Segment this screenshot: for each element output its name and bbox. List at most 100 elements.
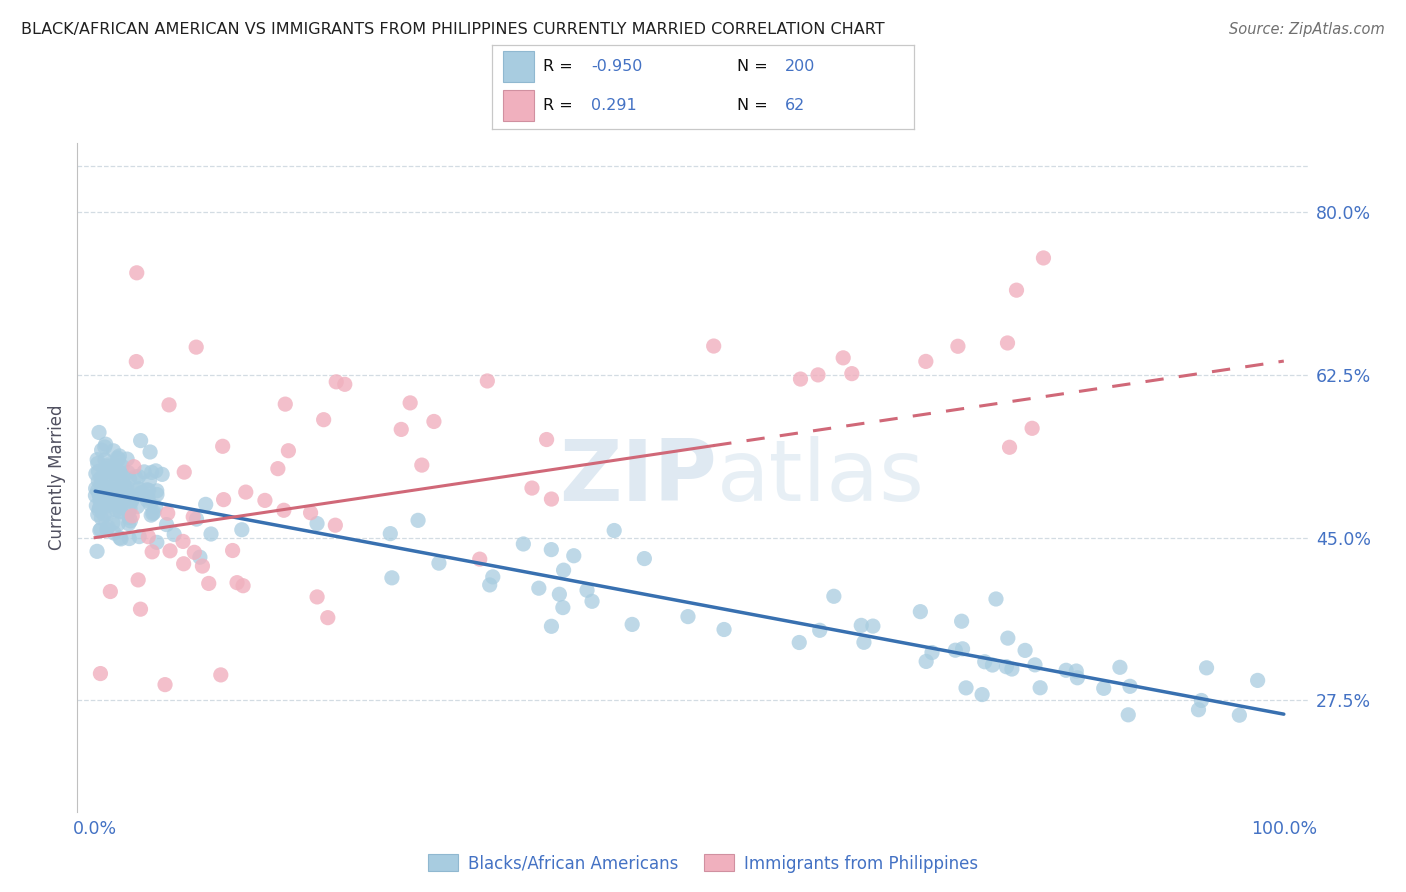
Point	[138, 483, 160, 498]
FancyBboxPatch shape	[503, 52, 534, 82]
Point	[477, 374, 499, 388]
Point	[1227, 708, 1250, 723]
Point	[576, 583, 599, 598]
Point	[973, 655, 995, 669]
Point	[89, 500, 111, 515]
Point	[96, 508, 118, 522]
Point	[305, 516, 328, 531]
Point	[1246, 673, 1268, 688]
Point	[90, 471, 112, 485]
Point	[103, 526, 125, 541]
Text: N =: N =	[737, 59, 773, 74]
Point	[104, 458, 127, 473]
Point	[807, 368, 830, 382]
Point	[96, 496, 118, 510]
Point	[124, 470, 146, 484]
Point	[478, 578, 501, 592]
Point	[90, 491, 112, 505]
Point	[943, 643, 966, 657]
Point	[104, 484, 127, 499]
Point	[118, 511, 141, 525]
Point	[1024, 657, 1046, 672]
Point	[955, 681, 977, 695]
Text: Source: ZipAtlas.com: Source: ZipAtlas.com	[1229, 22, 1385, 37]
Point	[87, 483, 110, 498]
Point	[142, 507, 165, 521]
Point	[562, 549, 585, 563]
Point	[89, 489, 111, 503]
Point	[122, 459, 145, 474]
Point	[107, 488, 129, 502]
Point	[108, 482, 131, 496]
Point	[548, 587, 571, 601]
Point	[108, 495, 131, 509]
Point	[134, 465, 156, 479]
Point	[118, 516, 141, 531]
Point	[1109, 660, 1132, 674]
Text: -0.950: -0.950	[591, 59, 643, 74]
Point	[121, 494, 143, 508]
Point	[108, 466, 131, 480]
Point	[921, 646, 943, 660]
Point	[125, 354, 148, 368]
Point	[1119, 679, 1142, 693]
Text: BLACK/AFRICAN AMERICAN VS IMMIGRANTS FROM PHILIPPINES CURRENTLY MARRIED CORRELAT: BLACK/AFRICAN AMERICAN VS IMMIGRANTS FRO…	[21, 22, 884, 37]
Point	[121, 508, 143, 523]
Point	[1005, 283, 1028, 297]
Point	[481, 570, 503, 584]
Point	[98, 584, 121, 599]
Point	[981, 658, 1004, 673]
Point	[104, 495, 127, 509]
Point	[399, 396, 422, 410]
Point	[146, 487, 169, 501]
Point	[468, 552, 491, 566]
Point	[105, 491, 128, 505]
Point	[1064, 664, 1087, 678]
Point	[105, 464, 128, 478]
Point	[117, 505, 139, 519]
Point	[381, 571, 404, 585]
Point	[96, 486, 118, 500]
Point	[129, 486, 152, 500]
Point	[150, 467, 173, 482]
Point	[411, 458, 433, 472]
Point	[90, 443, 112, 458]
Point	[108, 499, 131, 513]
Point	[111, 475, 134, 489]
Point	[952, 641, 974, 656]
Point	[183, 545, 205, 559]
Point	[186, 340, 208, 354]
Point	[96, 499, 118, 513]
Point	[118, 472, 141, 486]
Point	[111, 459, 134, 474]
Point	[316, 610, 339, 624]
Point	[141, 466, 163, 480]
Point	[87, 503, 110, 517]
Point	[128, 469, 150, 483]
Point	[114, 481, 136, 495]
Point	[97, 459, 120, 474]
Point	[512, 537, 534, 551]
Point	[87, 487, 110, 501]
Point	[703, 339, 725, 353]
Point	[1014, 643, 1036, 657]
Point	[117, 466, 139, 480]
Point	[156, 506, 179, 520]
Point	[209, 668, 232, 682]
Point	[129, 434, 152, 448]
Point	[1032, 251, 1054, 265]
Point	[93, 478, 115, 492]
Point	[89, 524, 111, 538]
Point	[789, 372, 811, 386]
Point	[380, 526, 402, 541]
Point	[90, 486, 112, 500]
Point	[540, 619, 562, 633]
Point	[136, 491, 159, 506]
Point	[96, 522, 118, 536]
Point	[103, 483, 125, 498]
Point	[84, 467, 107, 481]
Point	[1187, 703, 1209, 717]
Text: N =: N =	[737, 98, 773, 112]
Point	[94, 440, 117, 454]
Point	[97, 494, 120, 508]
